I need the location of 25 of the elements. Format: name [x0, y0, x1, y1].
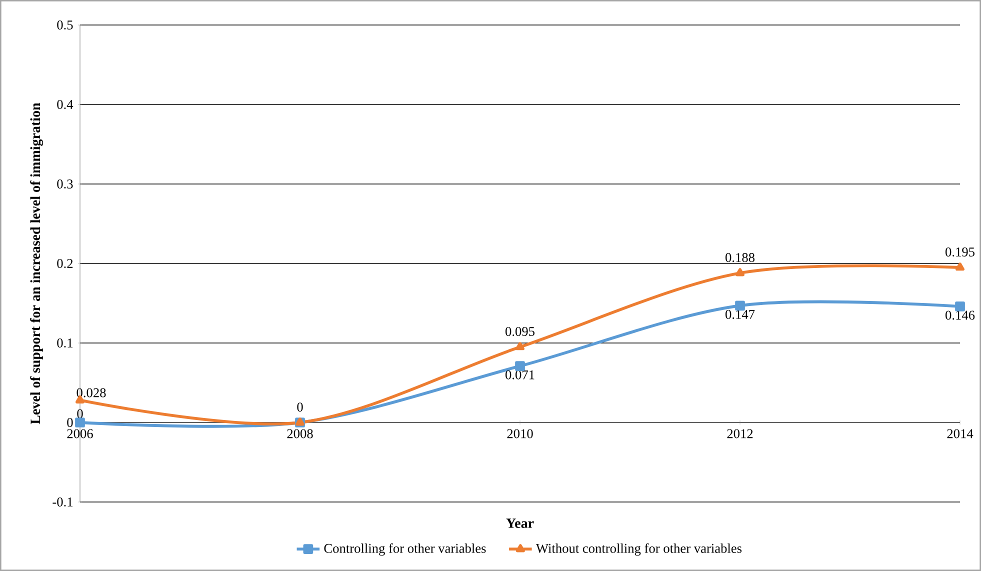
x-tick-label: 2010: [507, 429, 533, 438]
x-tick-label: 2014: [947, 429, 974, 438]
y-tick-label: 0.4: [57, 100, 74, 110]
data-label: 0.071: [506, 370, 534, 380]
data-label: 0.146: [946, 310, 975, 320]
data-label: 0: [297, 402, 303, 412]
legend-label: Controlling for other variables: [324, 543, 486, 556]
legend-label: Without controlling for other variables: [536, 543, 742, 556]
data-label: 0.195: [946, 247, 974, 257]
data-label: 0.147: [726, 310, 755, 319]
y-tick-label: -0.1: [52, 497, 73, 507]
x-axis-title: Year: [506, 518, 534, 528]
y-tick-label: 0.2: [57, 258, 73, 268]
data-label: 0: [77, 409, 83, 418]
data-label: 0.095: [506, 326, 534, 336]
y-axis-title: Level of support for an increased level of immigration: [30, 102, 44, 424]
x-tick-label: 2006: [67, 429, 93, 438]
x-tick-label: 2008: [287, 429, 313, 438]
y-tick-label: 0.1: [57, 338, 73, 348]
y-tick-label: 0.3: [57, 179, 73, 189]
data-label: 0.028: [76, 388, 106, 398]
y-tick-label: 0.5: [57, 20, 73, 30]
y-tick-label: 0: [67, 418, 73, 427]
x-tick-label: 2012: [727, 429, 753, 438]
data-label: 0.188: [726, 253, 755, 262]
